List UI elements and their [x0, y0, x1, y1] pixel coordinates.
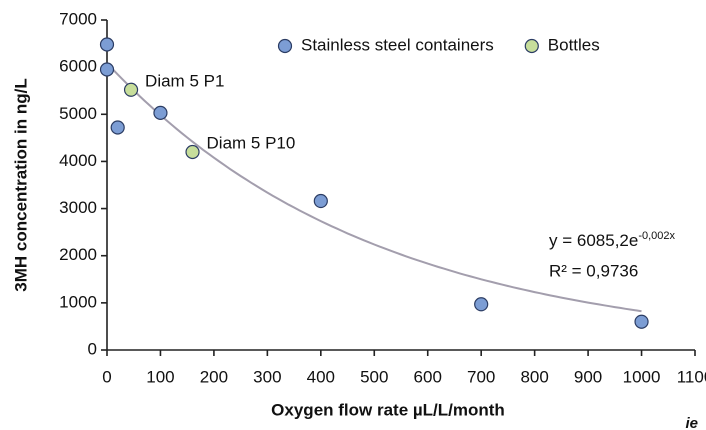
legend-marker	[277, 38, 293, 54]
y-tick-label: 7000	[59, 9, 97, 28]
y-tick-label: 0	[88, 339, 97, 358]
point	[110, 120, 125, 135]
y-tick-label: 4000	[59, 151, 97, 170]
x-tick-label: 1100	[677, 367, 706, 386]
point	[474, 297, 489, 312]
y-tick-label: 5000	[59, 104, 97, 123]
point	[185, 144, 200, 160]
x-tick-label: 900	[574, 367, 602, 386]
r-squared: R² = 0,9736	[549, 261, 638, 280]
logo: ie	[685, 415, 698, 430]
point-label: Diam 5 P10	[207, 133, 296, 152]
y-tick-label: 1000	[59, 292, 97, 311]
point	[313, 193, 328, 209]
x-axis-label: Oxygen flow rate µL/L/month	[271, 400, 505, 419]
point	[153, 105, 168, 120]
x-tick-label: 200	[200, 367, 228, 386]
x-tick-label: 700	[467, 367, 495, 386]
trend-equation: y = 6085,2e-0,002x	[549, 230, 676, 251]
legend-label: Stainless steel containers	[301, 35, 494, 54]
point	[123, 82, 139, 97]
equation-exponent: -0,002x	[638, 230, 675, 242]
y-axis-label: 3MH concentration in ng/L	[11, 78, 30, 291]
x-tick-label: 800	[520, 367, 548, 386]
y-tick-label: 6000	[59, 57, 97, 76]
x-tick-label: 300	[253, 367, 281, 386]
point	[99, 37, 115, 52]
point	[634, 314, 649, 329]
x-tick-label: 500	[360, 367, 388, 386]
x-tick-label: 100	[146, 367, 174, 386]
y-tick-label: 3000	[59, 198, 97, 217]
legend-label: Bottles	[548, 35, 600, 54]
x-tick-label: 0	[102, 367, 111, 386]
point	[99, 62, 115, 77]
point-label: Diam 5 P1	[145, 71, 224, 90]
trendline	[106, 62, 642, 313]
y-tick-label: 2000	[59, 245, 97, 264]
equation-text: y = 6085,2e	[549, 231, 638, 250]
x-tick-label: 1000	[623, 367, 661, 386]
x-tick-label: 400	[307, 367, 335, 386]
legend-marker	[524, 38, 539, 54]
x-tick-label: 600	[414, 367, 442, 386]
